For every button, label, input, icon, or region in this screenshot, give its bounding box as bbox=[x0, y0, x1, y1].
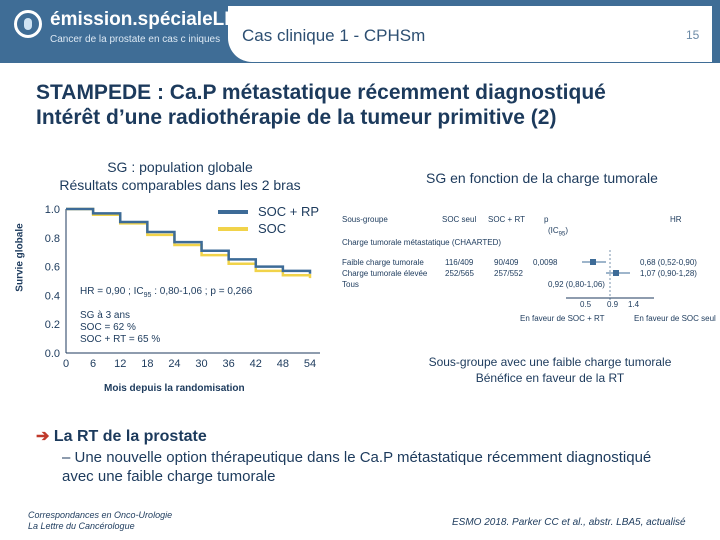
y-tick-label: 0.6 bbox=[45, 262, 60, 274]
footer-left-line-2: La Lettre du Cancérologue bbox=[28, 521, 135, 531]
footer-left: Correspondances en Onco-Urologie La Lett… bbox=[28, 510, 172, 532]
forest-plot bbox=[566, 250, 654, 300]
col-ci: (IC95) bbox=[548, 226, 569, 238]
col-p: p bbox=[544, 215, 549, 224]
header-tab bbox=[228, 6, 712, 62]
survival-3y-line-2: SOC = 62 % bbox=[80, 322, 136, 333]
legend-label-soc-rp: SOC + RP bbox=[258, 204, 320, 219]
row-label-high: Charge tumorale élevée bbox=[342, 269, 428, 278]
survival-3y-annotation: SG à 3 ans SOC = 62 % SOC + RT = 65 % bbox=[80, 310, 160, 346]
legend-swatch-soc-rp bbox=[218, 210, 248, 214]
x-tick-label: 0 bbox=[63, 358, 69, 370]
title-line-1: STAMPEDE : Ca.P métastatique récemment d… bbox=[36, 81, 606, 104]
y-tick-label: 0.0 bbox=[45, 348, 60, 360]
forest-caption: Sous-groupe avec une faible charge tumor… bbox=[400, 354, 700, 386]
survival-chart: 1.0 0.8 0.6 0.4 0.2 0.0 0 6 12 18 24 30 36 42 48 54 bbox=[45, 204, 320, 370]
sub-bullet: – Une nouvelle option thérapeutique dans… bbox=[62, 449, 652, 485]
row-hr-high: 1,07 (0,90-1,28) bbox=[640, 269, 697, 278]
col-hr: HR bbox=[670, 215, 682, 224]
point-high bbox=[613, 270, 619, 276]
slide-header-title: Cas clinique 1 - CPHSm bbox=[242, 26, 426, 45]
x-tick-label: 18 bbox=[141, 358, 153, 370]
row-socrt-high: 257/552 bbox=[494, 269, 523, 278]
caption-line-1: Sous-groupe avec une faible charge tumor… bbox=[428, 355, 672, 369]
main-bullet-text: La RT de la prostate bbox=[53, 428, 207, 445]
col-soc: SOC seul bbox=[442, 215, 477, 224]
arrow-icon: ➔ bbox=[36, 428, 50, 445]
legend-swatch-soc bbox=[218, 227, 248, 231]
hr-annotation: HR = 0,90 ; IC95 : 0,80-1,06 ; p = 0,266 bbox=[80, 286, 253, 299]
point-low bbox=[590, 259, 596, 265]
logo-icon bbox=[14, 10, 42, 38]
section-label: Charge tumorale métastatique (CHAARTED) bbox=[342, 238, 502, 247]
row-p-low: 0,0098 bbox=[533, 258, 558, 267]
x-axis-label: Mois depuis la randomisation bbox=[104, 383, 245, 394]
x-tick-label: 42 bbox=[250, 358, 262, 370]
left-heading-line-1: SG : population globale bbox=[107, 159, 253, 175]
y-tick-label: 0.2 bbox=[45, 319, 60, 331]
x-tick-label: 54 bbox=[304, 358, 316, 370]
forest-tick-2: 0.9 bbox=[607, 300, 619, 309]
legend-label-soc: SOC bbox=[258, 221, 287, 236]
x-tick-label: 24 bbox=[168, 358, 180, 370]
footer-left-line-1: Correspondances en Onco-Urologie bbox=[28, 510, 173, 520]
main-bullet: ➔ La RT de la prostate bbox=[36, 426, 207, 446]
x-tick-label: 6 bbox=[90, 358, 96, 370]
x-tick-label: 12 bbox=[114, 358, 126, 370]
series-line-soc-rp bbox=[66, 207, 312, 274]
logo-subtitle: Cancer de la prostate en cas c iniques bbox=[50, 34, 221, 45]
title-line-2: Intérêt d’une radiothérapie de la tumeur… bbox=[36, 106, 557, 129]
row-label-low: Faible charge tumorale bbox=[342, 258, 424, 267]
left-panel-heading: SG : population globale Résultats compar… bbox=[50, 158, 310, 194]
row-soc-high: 252/565 bbox=[445, 269, 474, 278]
forest-tick-3: 1.4 bbox=[628, 300, 640, 309]
favor-right: En faveur de SOC seul bbox=[634, 314, 716, 323]
forest-tick-1: 0.5 bbox=[580, 300, 592, 309]
slide-title: STAMPEDE : Ca.P métastatique récemment d… bbox=[36, 80, 696, 130]
y-tick-label: 1.0 bbox=[45, 204, 60, 216]
row-hr-all: 0,92 (0,80-1,06) bbox=[548, 280, 605, 289]
footer-right: ESMO 2018. Parker CC et al., abstr. LBA5… bbox=[452, 517, 686, 528]
row-socrt-low: 90/409 bbox=[494, 258, 519, 267]
row-label-all: Tous bbox=[342, 280, 359, 289]
right-panel-heading: SG en fonction de la charge tumorale bbox=[426, 170, 658, 186]
col-soc-rt: SOC + RT bbox=[488, 215, 525, 224]
favor-left: En faveur de SOC + RT bbox=[520, 314, 605, 323]
x-tick-label: 30 bbox=[195, 358, 207, 370]
x-tick-label: 48 bbox=[277, 358, 289, 370]
survival-3y-line-1: SG à 3 ans bbox=[80, 310, 131, 321]
col-subgroup: Sous-groupe bbox=[342, 215, 388, 224]
x-tick-label: 36 bbox=[223, 358, 235, 370]
left-heading-line-2: Résultats comparables dans les 2 bras bbox=[59, 177, 301, 193]
y-tick-label: 0.8 bbox=[45, 233, 60, 245]
row-hr-low: 0,68 (0,52-0,90) bbox=[640, 258, 697, 267]
row-soc-low: 116/409 bbox=[445, 258, 474, 267]
caption-line-2: Bénéfice en faveur de la RT bbox=[475, 371, 625, 385]
page-number: 15 bbox=[686, 28, 700, 42]
logo-title: émission.spécialeLIVE bbox=[50, 9, 255, 30]
survival-3y-line-3: SOC + RT = 65 % bbox=[80, 334, 161, 345]
y-tick-label: 0.4 bbox=[45, 290, 60, 302]
